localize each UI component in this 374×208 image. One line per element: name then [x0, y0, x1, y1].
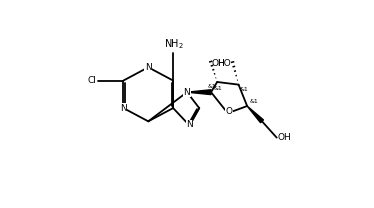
Text: N: N — [186, 120, 193, 130]
Text: OH: OH — [211, 59, 225, 68]
Text: N: N — [184, 88, 190, 97]
Text: N: N — [120, 104, 127, 113]
Text: HO: HO — [217, 59, 231, 68]
Text: &1: &1 — [214, 85, 222, 90]
Text: Cl: Cl — [88, 76, 96, 85]
Text: OH: OH — [278, 133, 291, 142]
Text: &1: &1 — [249, 99, 258, 104]
Text: N: N — [145, 63, 151, 72]
Polygon shape — [187, 90, 211, 95]
Text: O: O — [225, 107, 232, 116]
Text: NH$_2$: NH$_2$ — [163, 38, 184, 51]
Text: &1: &1 — [240, 87, 248, 92]
Text: &1: &1 — [208, 84, 216, 89]
Polygon shape — [247, 106, 263, 123]
